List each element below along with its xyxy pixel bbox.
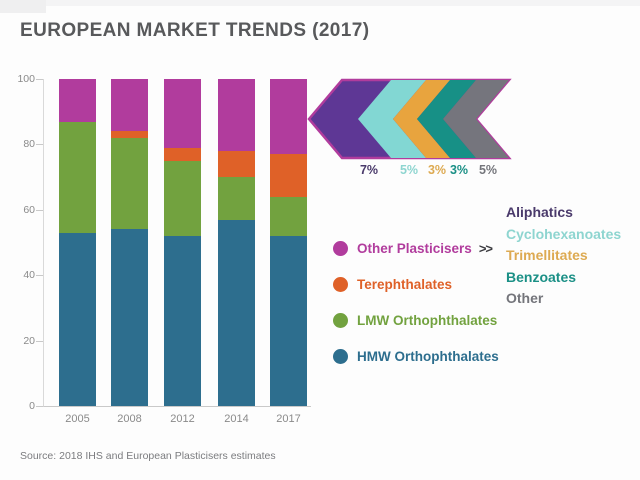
bar-segment (218, 177, 255, 220)
percent-label-benzoates: 3% (449, 163, 469, 177)
source-note: Source: 2018 IHS and European Plasticise… (20, 450, 276, 462)
y-axis-tick-label: 80 (23, 138, 35, 151)
bar-segment (111, 137, 148, 230)
top-strip-decoration (0, 0, 640, 6)
legend-dot-icon (333, 312, 348, 328)
breakdown-legend-label: Aliphatics (506, 204, 573, 220)
bar-segment (218, 79, 255, 151)
x-axis-label: 2017 (276, 413, 301, 425)
arrow-band-benzoates (417, 80, 476, 158)
legend-label: Other Plasticisers (357, 240, 472, 256)
y-axis-tick-label: 40 (23, 269, 35, 282)
arrow-band-other (443, 80, 509, 158)
x-axis-label: 2014 (224, 413, 249, 425)
breakdown-legend-label: Trimellitates (506, 247, 588, 263)
breakdown-legend-label: Benzoates (506, 268, 577, 285)
bar-segment (270, 154, 307, 197)
stacked-bar-2008 (111, 79, 148, 406)
legend-item: Terephthalates (333, 276, 533, 292)
top-corner-decoration (0, 0, 46, 13)
legend-dot-icon (333, 348, 348, 364)
x-axis-label: 2008 (117, 413, 142, 425)
stacked-bar-2014 (218, 79, 255, 406)
legend-item: HMW Orthophthalates (333, 348, 533, 364)
legend-dot-icon (333, 276, 348, 292)
legend-item: LMW Orthophthalates (333, 312, 533, 328)
bar-segment (218, 150, 255, 178)
breakdown-legend-label: Cyclohexanoates (506, 225, 622, 242)
y-axis-tick-label: 100 (17, 73, 35, 85)
legend-label: Terephthalates (357, 276, 453, 292)
y-axis-tick (36, 406, 43, 407)
y-axis-tick-label: 20 (23, 334, 35, 347)
y-axis-tick (36, 144, 43, 146)
stacked-bar-2012 (164, 79, 201, 406)
bar-segment (111, 229, 148, 406)
legend-label: HMW Orthophthalates (357, 348, 499, 364)
breakdown-arrow: 7% 5% 3% 3% 5% (305, 78, 520, 188)
bar-segment (218, 219, 255, 406)
y-axis-tick-label: 0 (29, 400, 35, 412)
stacked-bar-2005 (59, 79, 96, 406)
chevron-arrow-graphic (307, 78, 512, 160)
breakdown-legend-label: Other (506, 290, 544, 306)
bar-segment (59, 79, 96, 122)
percent-label-trimellitates: 3% (427, 163, 447, 177)
bar-segment (111, 131, 148, 138)
breakdown-legend: Aliphatics Cyclohexanoates Trimellitates Be… (506, 202, 636, 310)
legend-label: LMW Orthophthalates (357, 312, 498, 328)
bar-segment (164, 147, 201, 161)
bar-segment (270, 235, 307, 406)
bar-segment (270, 196, 307, 236)
legend-dot-icon (333, 240, 348, 256)
bar-segment (164, 160, 201, 236)
bar-segment (59, 232, 96, 406)
double-chevron-icon: >> (478, 240, 493, 256)
arrow-band-trimellitates (393, 80, 450, 158)
percent-label-other: 5% (478, 163, 498, 177)
bar-segment (111, 79, 148, 132)
percent-label-aliphatics: 7% (359, 163, 379, 177)
y-axis-tick (36, 340, 43, 342)
y-axis-tick (36, 79, 43, 80)
arrow-band-cyclohexanoates (358, 80, 426, 158)
bar-segment (164, 79, 201, 148)
legend-item: Other Plasticisers >> (333, 240, 533, 256)
bar-segment (270, 79, 307, 155)
x-axis-label: 2012 (170, 413, 195, 425)
bar-segment (59, 121, 96, 233)
page-title: EUROPEAN MARKET TRENDS (2017) (20, 20, 370, 41)
stacked-bar-chart: 0 20 40 60 80 100 2005 2008 2012 2014 2017 (17, 73, 311, 425)
legend: Other Plasticisers >> Terephthalates LMW Or… (333, 240, 533, 384)
y-axis-tick (36, 209, 43, 211)
x-axis-label: 2005 (65, 413, 90, 425)
bar-segment (164, 235, 201, 406)
y-axis-tick-label: 60 (23, 203, 35, 216)
stacked-bar-2017 (270, 79, 307, 406)
percent-label-cyclohexanoates: 5% (399, 163, 419, 177)
y-axis-tick (36, 275, 43, 277)
